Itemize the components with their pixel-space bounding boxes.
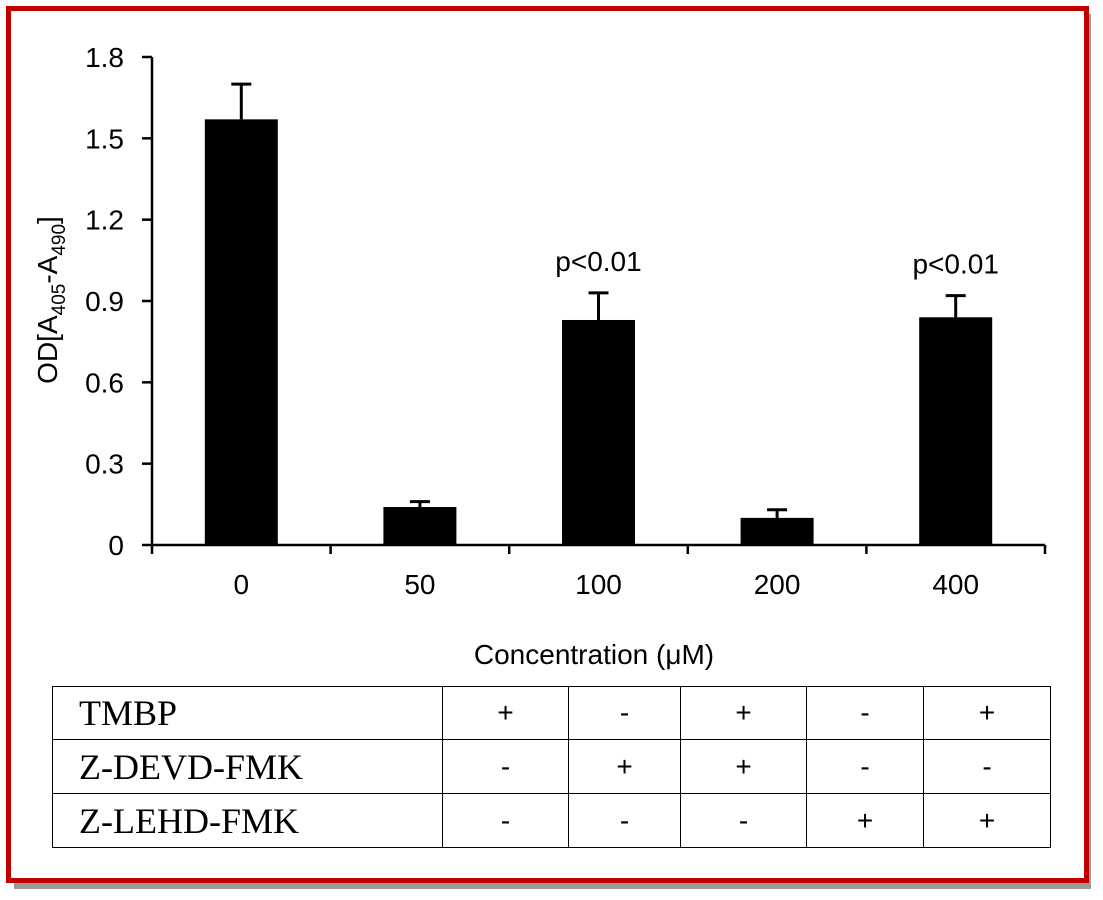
treatment-cell: - [806, 686, 924, 740]
treatment-label: Z-LEHD-FMK [52, 793, 443, 848]
treatment-label: Z-DEVD-FMK [52, 739, 443, 794]
treatment-cell: - [568, 793, 681, 848]
table-row: Z-DEVD-FMK - + + - - [52, 739, 1051, 794]
x-tick-label: 100 [575, 569, 622, 600]
bars: p<0.01 p<0.01 [204, 82, 999, 545]
treatment-cell: - [442, 793, 569, 848]
treatment-cell: + [923, 793, 1051, 848]
treatment-cell: + [923, 686, 1051, 740]
y-tick-label: 0.6 [85, 367, 124, 398]
table-row: Z-LEHD-FMK - - - + + [52, 793, 1051, 848]
treatment-cell: + [806, 793, 924, 848]
treatment-cell: - [442, 739, 569, 794]
treatment-cell: + [680, 686, 807, 740]
bar [562, 319, 635, 545]
x-tick-label: 50 [404, 569, 435, 600]
treatment-cell: - [806, 739, 924, 794]
bar [204, 119, 278, 545]
table-row: TMBP + - + - + [52, 686, 1051, 740]
y-axis: 0 0.3 0.6 0.9 1.2 1.5 1.8 [85, 42, 154, 561]
bar [383, 507, 457, 545]
treatment-cell: - [923, 739, 1051, 794]
x-tick-label: 200 [754, 569, 801, 600]
treatment-cell: + [680, 739, 807, 794]
y-tick-label: 1.5 [85, 123, 124, 154]
y-tick-label: 1.8 [85, 42, 124, 73]
bar [740, 517, 814, 545]
significance-label: p<0.01 [912, 249, 998, 280]
y-tick-label: 1.2 [85, 205, 124, 236]
x-axis: 0 50 100 200 400 [150, 543, 1047, 600]
treatment-cell: - [568, 686, 681, 740]
treatment-table: TMBP + - + - + Z-DEVD-FMK - + + - - Z-LEHD-FMK - - - + + [52, 686, 1051, 848]
y-tick-label: 0 [108, 530, 124, 561]
y-axis-label: OD[A405-A490] [32, 216, 70, 384]
treatment-cell: + [568, 739, 681, 794]
x-axis-label: Concentration (μM) [474, 639, 714, 670]
treatment-cell: + [442, 686, 569, 740]
bar [919, 317, 993, 545]
x-tick-label: 400 [932, 569, 979, 600]
y-tick-label: 0.3 [85, 449, 124, 480]
bar-chart: 00.30.60.91.21.51.8 0 50 100 200 400 p<0.01 p… [32, 42, 1047, 670]
significance-label: p<0.01 [555, 246, 641, 277]
y-tick-label: 0.9 [85, 286, 124, 317]
treatment-label: TMBP [52, 686, 443, 740]
x-tick-label: 0 [234, 569, 250, 600]
treatment-cell: - [680, 793, 807, 848]
